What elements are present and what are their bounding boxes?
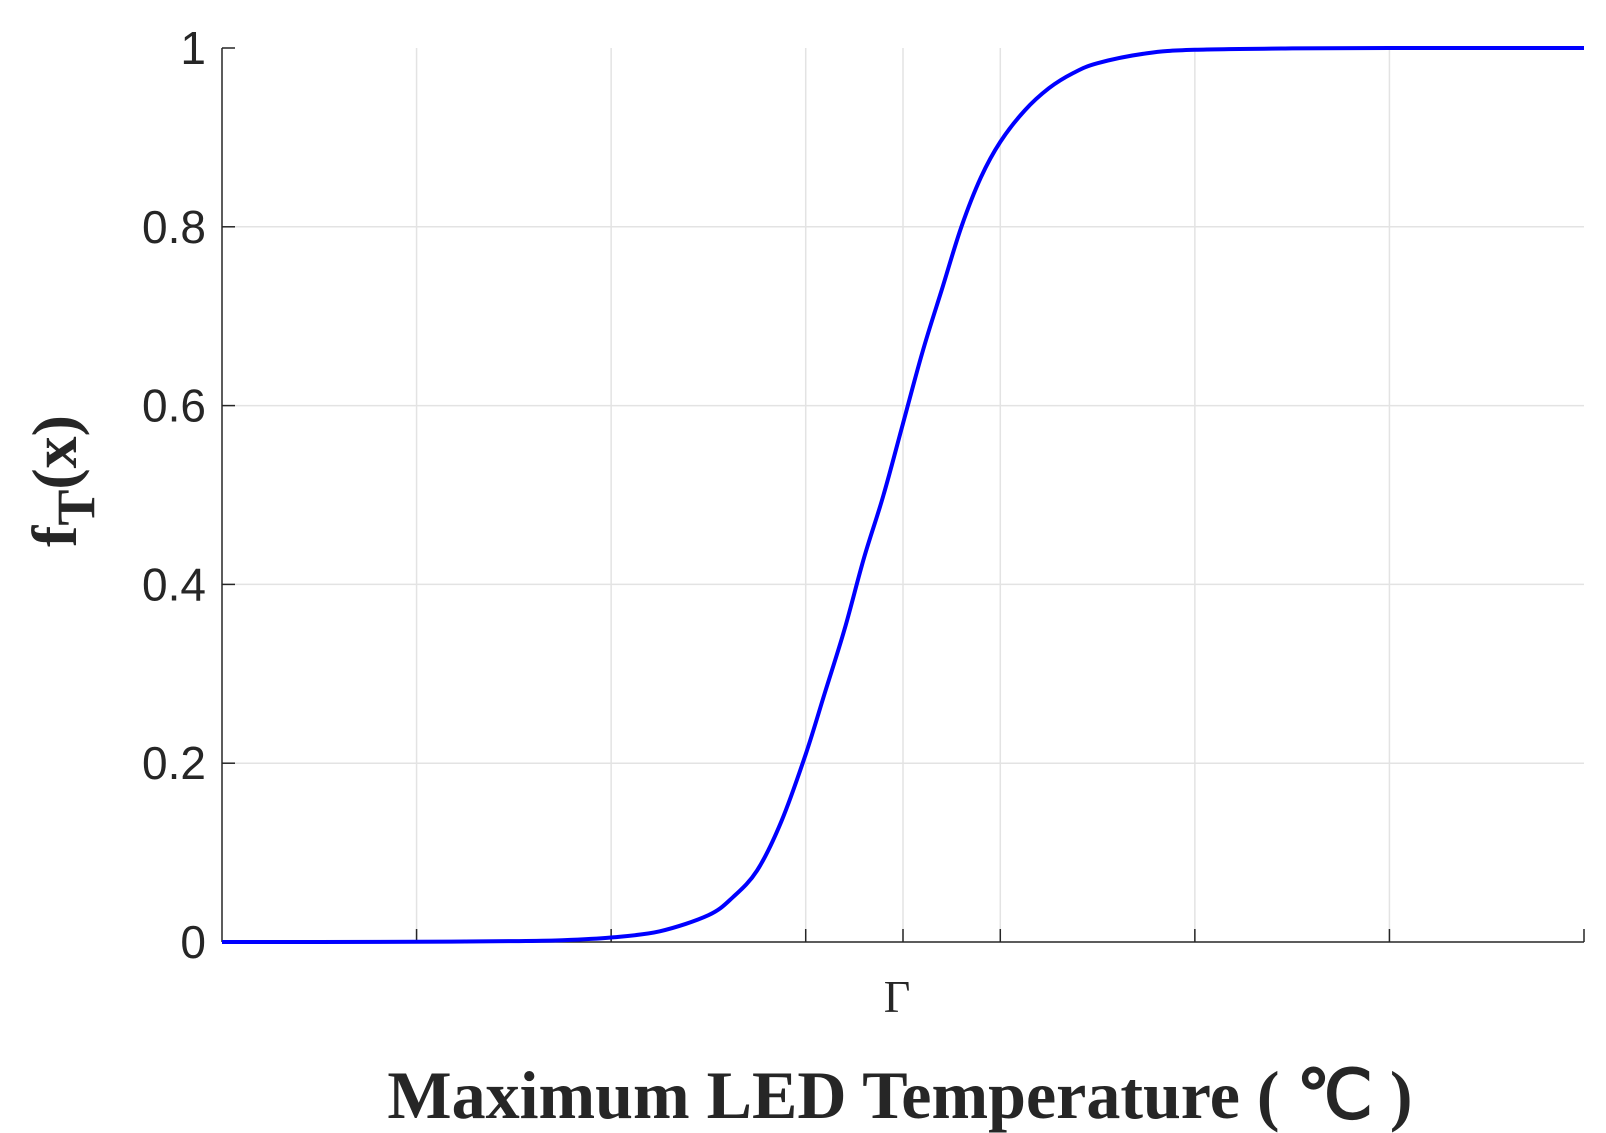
x-tick-label-gamma: Γ xyxy=(884,971,911,1022)
grid xyxy=(222,48,1584,942)
y-axis-title: fT(x) xyxy=(19,415,106,547)
series xyxy=(222,45,1584,945)
y-axis-title-tail: (x) xyxy=(19,415,90,490)
y-tick-label: 0.4 xyxy=(142,558,206,610)
y-tick-label: 0.2 xyxy=(142,737,206,789)
y-tick-label: 0.6 xyxy=(142,380,206,432)
y-tick-label: 1 xyxy=(180,22,206,74)
y-tick-label: 0 xyxy=(180,916,206,968)
x-axis-title: Maximum LED Temperature ( ℃ ) xyxy=(387,1057,1412,1133)
series-line xyxy=(222,45,1584,945)
y-axis-title-subscript: T xyxy=(46,490,106,526)
tick-labels: 0 0.2 0.4 0.6 0.8 1 Γ xyxy=(142,22,910,1022)
y-axis-title-main: f xyxy=(19,525,90,547)
y-tick-label: 0.8 xyxy=(142,201,206,253)
